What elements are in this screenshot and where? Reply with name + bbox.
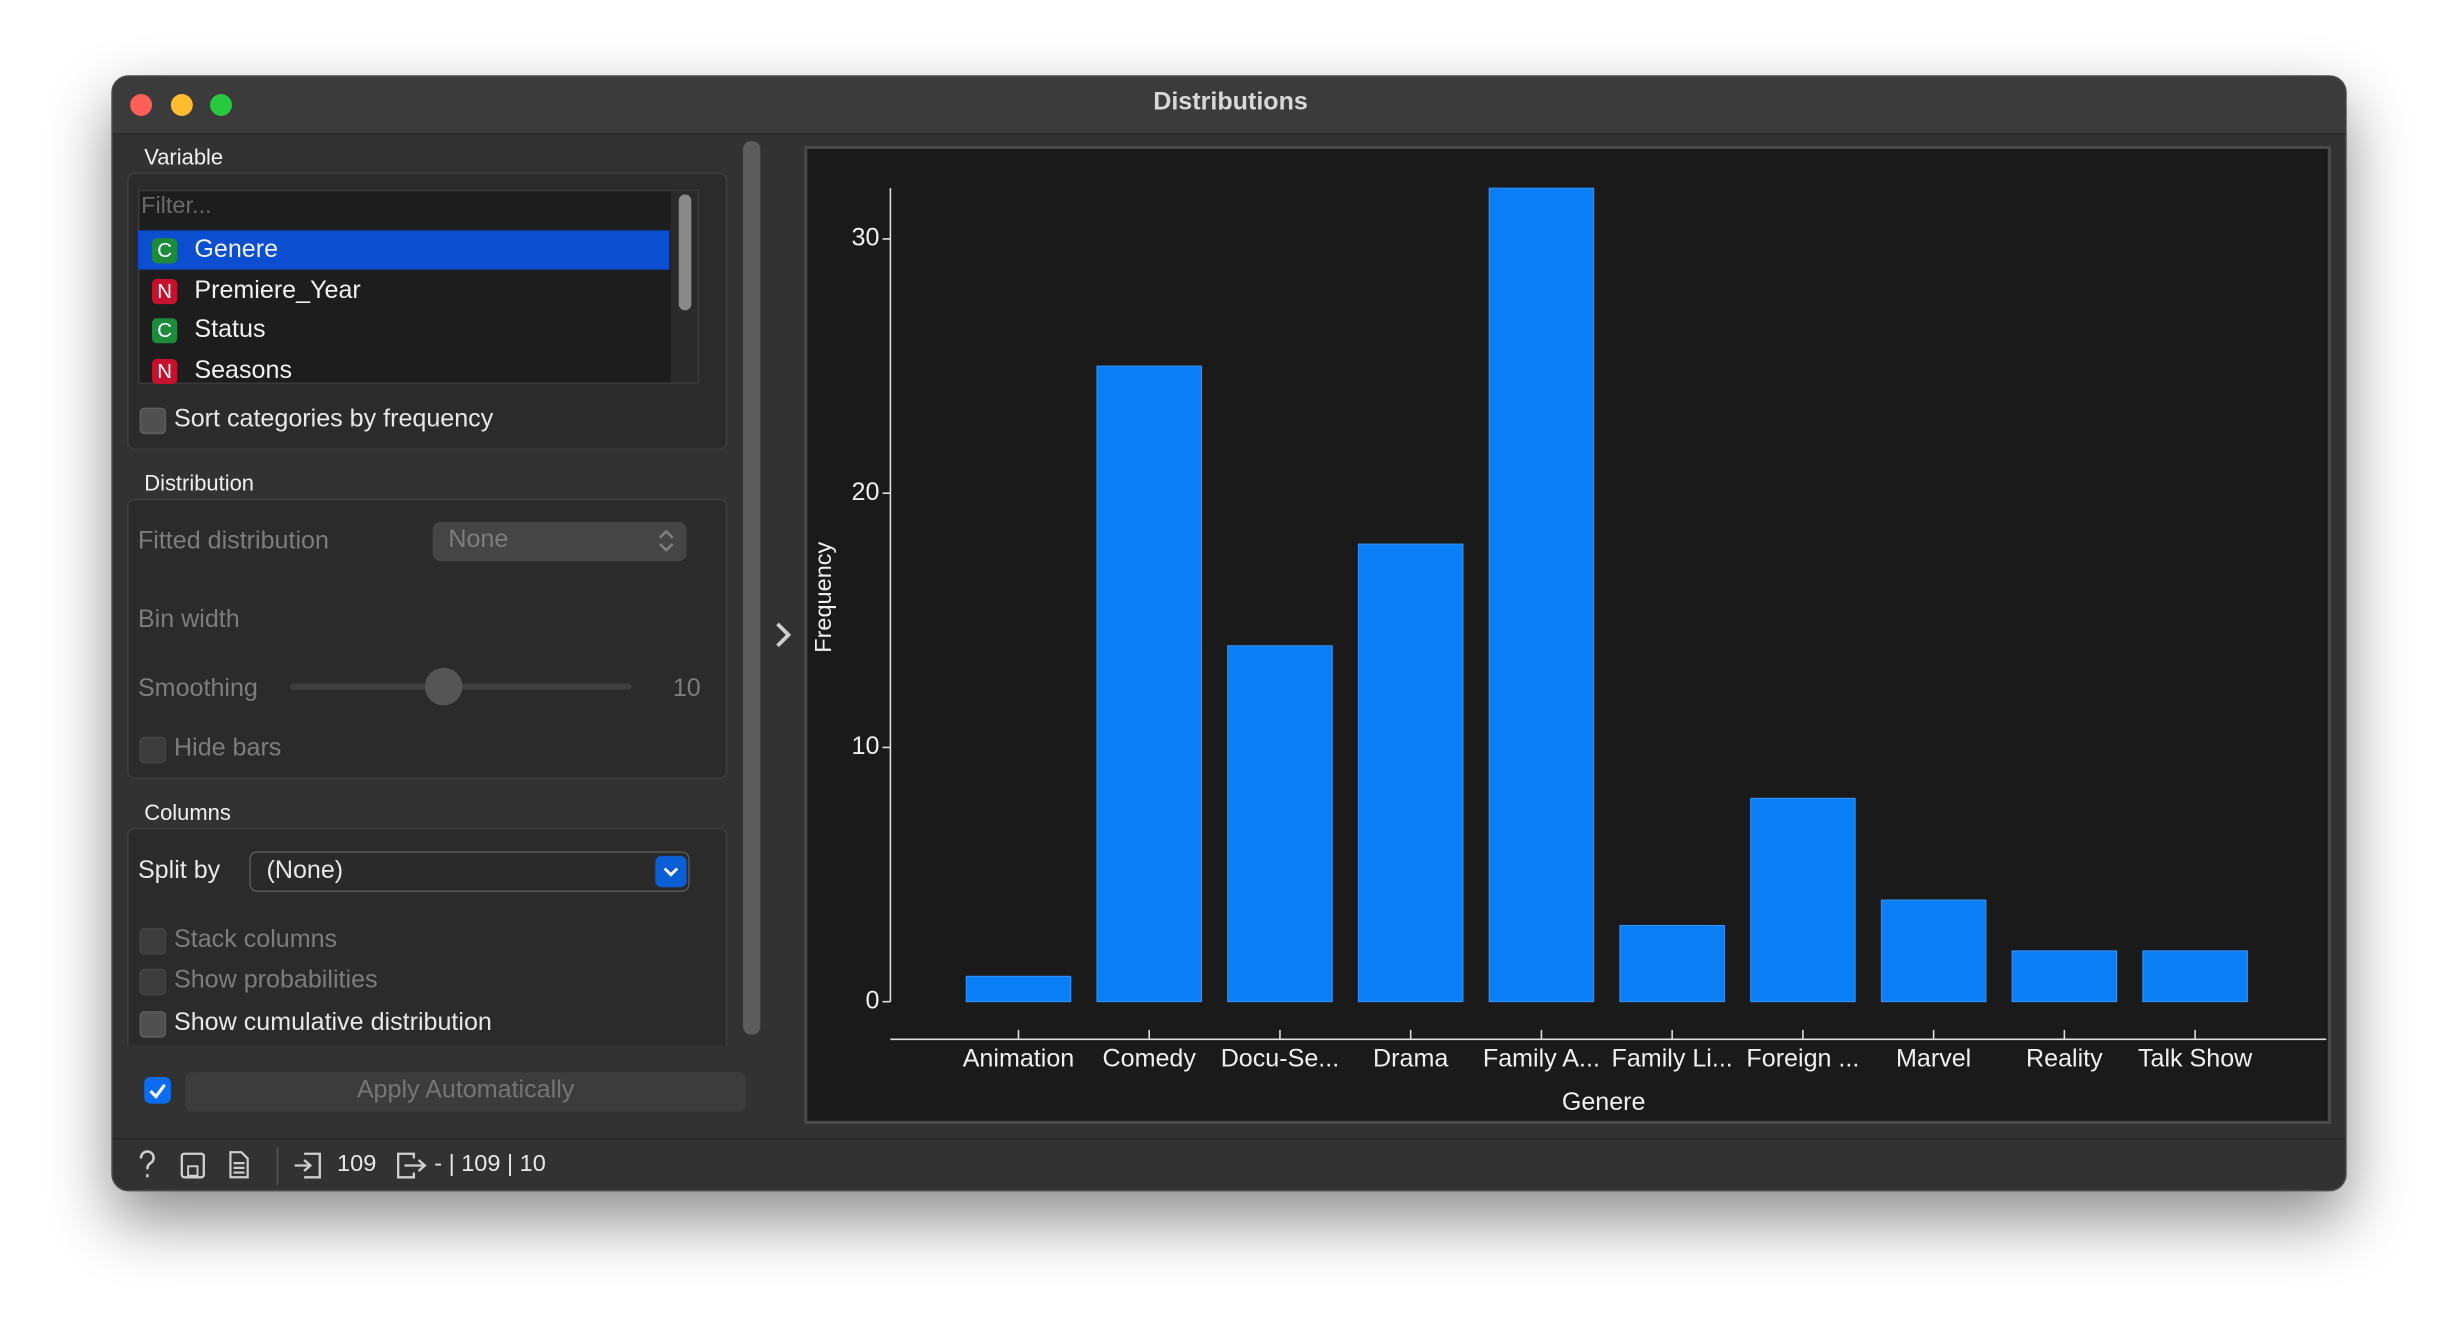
x-tick-label: Reality (2026, 1044, 2103, 1072)
arrow-icon (659, 529, 674, 553)
checkbox-label: Sort categories by frequency (174, 406, 494, 433)
apply-label: Apply Automatically (356, 1076, 575, 1104)
variable-name: Status (194, 316, 266, 344)
x-tick-label: Docu-Se... (1221, 1044, 1339, 1072)
checkbox[interactable] (139, 407, 167, 435)
x-tick-label: Family A... (1483, 1044, 1600, 1072)
type-icon: C (152, 238, 178, 264)
help-icon[interactable] (139, 1150, 155, 1178)
y-axis-label: Frequency (810, 541, 836, 652)
x-tick-label: Family Li... (1612, 1044, 1733, 1072)
checkbox[interactable] (139, 1011, 167, 1038)
combo-button[interactable] (655, 855, 687, 888)
slider-knob[interactable] (424, 667, 463, 706)
variable-item[interactable]: N Premiere_Year (138, 271, 669, 310)
bar (965, 975, 1072, 1003)
y-tick-label: 20 (852, 478, 880, 506)
minimize-button[interactable] (170, 94, 193, 117)
status-separator (112, 1138, 2346, 1140)
combo-arrows (659, 529, 674, 553)
field-label: Smoothing (137, 675, 258, 703)
scroll-thumb[interactable] (678, 194, 692, 311)
splitter-arrow[interactable] (771, 619, 796, 650)
type-icon: C (152, 318, 178, 344)
x-tick-label: Animation (963, 1044, 1075, 1072)
variable-item[interactable]: N Seasons (138, 351, 669, 390)
chevron-icon (663, 867, 679, 877)
x-tick-label: Talk Show (2138, 1044, 2253, 1072)
combo-box[interactable] (249, 851, 690, 892)
bar (1357, 543, 1464, 1003)
report-icon[interactable] (229, 1151, 249, 1179)
checkbox-label: Stack columns (174, 926, 338, 954)
type-icon: N (152, 278, 178, 304)
save-icon[interactable] (180, 1152, 205, 1179)
x-axis-label: Genere (1562, 1088, 1646, 1116)
x-tick-label: Marvel (1896, 1044, 1971, 1072)
checkbox-label: Show probabilities (174, 967, 378, 994)
x-tick-label: Comedy (1103, 1044, 1197, 1072)
bar (1096, 365, 1202, 1003)
variable-item[interactable]: C Genere (137, 230, 670, 270)
bar (1750, 797, 1856, 1003)
slider-value: 10 (672, 675, 701, 703)
y-tick-label: 0 (865, 986, 879, 1014)
x-tick-label: Drama (1373, 1044, 1448, 1072)
bar (2011, 950, 2118, 1003)
apply-checkbox[interactable] (144, 1076, 171, 1104)
splitter-handle[interactable] (743, 141, 761, 1035)
close-button[interactable] (130, 94, 153, 117)
checkbox[interactable] (139, 928, 167, 955)
section-label: Columns (144, 799, 231, 825)
field-label: Bin width (137, 606, 240, 634)
x-tick-label: Foreign ... (1746, 1044, 1859, 1072)
input-icon (294, 1152, 321, 1179)
bar (1488, 187, 1595, 1003)
window-title: Distributions (1153, 89, 1308, 117)
field-label: Fitted distribution (137, 528, 329, 555)
variable-name: Premiere_Year (194, 276, 361, 304)
zoom-button[interactable] (210, 94, 233, 117)
checkbox-label: Hide bars (174, 735, 282, 762)
check-mark (149, 1083, 166, 1099)
variable-name: Genere (194, 236, 279, 264)
status-icons (139, 1147, 427, 1186)
bar (2142, 950, 2248, 1003)
checkbox-label: Show cumulative distribution (174, 1009, 492, 1037)
output-icon (396, 1152, 427, 1179)
field-label: Split by (137, 857, 221, 885)
section-label: Distribution (144, 470, 255, 496)
arrow-icon (776, 622, 792, 648)
chart: Genere Frequency 0 10 20 30 Animation Comedy D… (810, 187, 2327, 1116)
filter-input[interactable]: Filter... (141, 192, 212, 220)
type-icon: N (152, 358, 178, 384)
combo-value: None (448, 526, 509, 554)
title-bar (112, 76, 2346, 135)
y-tick-label: 30 (852, 224, 880, 252)
bar (1880, 899, 1987, 1003)
chevron (663, 867, 679, 877)
combo-box[interactable] (432, 522, 687, 562)
save-icon-detail (187, 1165, 199, 1177)
variable-name: Seasons (194, 357, 292, 384)
checkbox[interactable] (139, 968, 167, 996)
bar (1619, 924, 1725, 1003)
variable-item[interactable]: C Status (138, 311, 669, 350)
variable-list (137, 189, 700, 385)
apply-button[interactable] (184, 1072, 747, 1112)
checkbox[interactable] (139, 736, 167, 764)
output-summary: - | 109 | 10 (434, 1150, 546, 1178)
group-cutoff (125, 1045, 737, 1068)
input-count: 109 (337, 1150, 377, 1178)
bar (1227, 645, 1333, 1003)
y-tick-label: 10 (852, 732, 880, 760)
check-icon (149, 1083, 166, 1099)
combo-value: (None) (266, 857, 344, 885)
section-label: Variable (144, 144, 224, 170)
